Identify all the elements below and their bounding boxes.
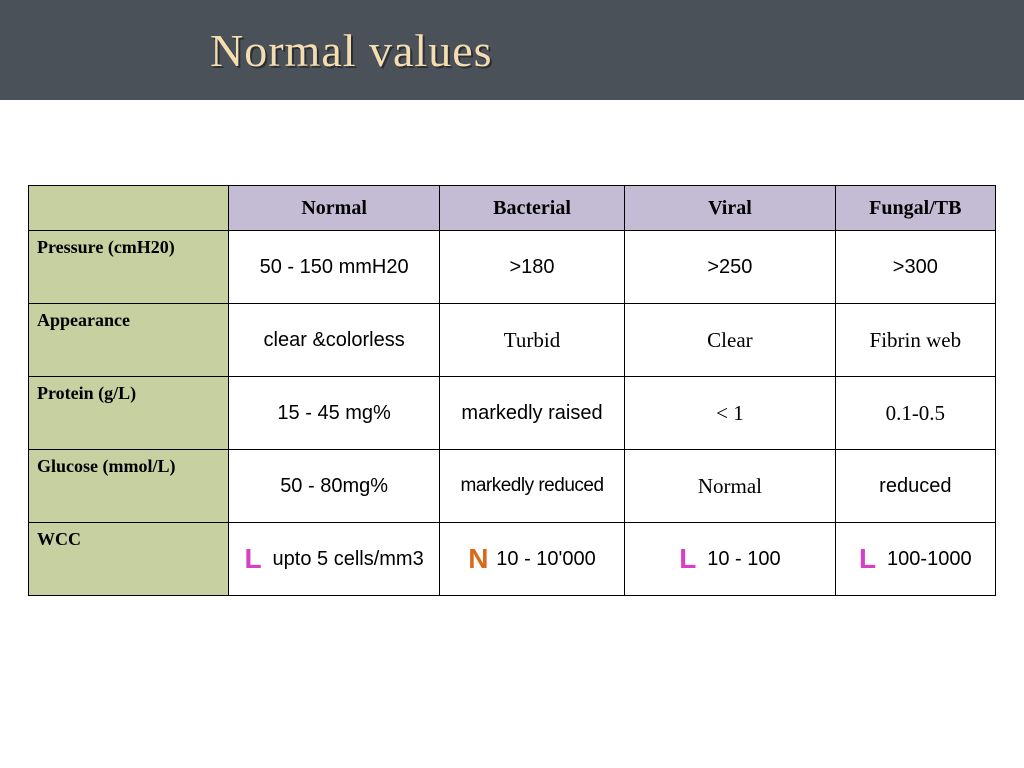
table-cell: L 10 - 100 — [625, 523, 835, 596]
cell-value: 10 - 100 — [707, 548, 780, 571]
col-header-normal: Normal — [229, 186, 439, 231]
cell-value: 10 - 10'000 — [496, 548, 595, 571]
table-cell: 0.1-0.5 — [835, 377, 995, 450]
cell-value: Fibrin web — [870, 328, 962, 353]
table-cell: Normal — [625, 450, 835, 523]
table-cell: Lupto 5 cells/mm3 — [229, 523, 439, 596]
cell-value: < 1 — [716, 401, 744, 426]
table-cell: markedly reduced — [439, 450, 624, 523]
table-cell: >250 — [625, 231, 835, 304]
table-cell: reduced — [835, 450, 995, 523]
table-cell: Fibrin web — [835, 304, 995, 377]
cell-value: 50 - 80mg% — [280, 475, 388, 498]
cell-value: Turbid — [504, 328, 560, 353]
table-cell: markedly raised — [439, 377, 624, 450]
col-header-fungal: Fungal/TB — [835, 186, 995, 231]
table-cell: >300 — [835, 231, 995, 304]
cell-value: Normal — [698, 474, 762, 499]
table-cell: Turbid — [439, 304, 624, 377]
table-cell: < 1 — [625, 377, 835, 450]
row-header: WCC — [29, 523, 229, 596]
cell-value: >180 — [509, 256, 554, 279]
col-header-viral: Viral — [625, 186, 835, 231]
table-row: Protein (g/L) 15 - 45 mg% markedly raised <… — [29, 377, 996, 450]
cell-marker: L — [245, 545, 267, 573]
table-container: Normal Bacterial Viral Fungal/TB Pressur… — [0, 100, 1024, 596]
page-title: Normal values — [210, 24, 493, 77]
table-cell: 15 - 45 mg% — [229, 377, 439, 450]
cell-marker: L — [679, 545, 701, 573]
col-header-bacterial: Bacterial — [439, 186, 624, 231]
table-row: Pressure (cmH20) 50 - 150 mmH20 >180 >250 >3… — [29, 231, 996, 304]
cell-value: >300 — [893, 256, 938, 279]
row-header: Pressure (cmH20) — [29, 231, 229, 304]
table-cell: clear &colorless — [229, 304, 439, 377]
cell-value: markedly raised — [461, 402, 602, 425]
cell-value: reduced — [879, 475, 951, 498]
table-corner-cell — [29, 186, 229, 231]
cell-value: >250 — [707, 256, 752, 279]
table-row: WCCLupto 5 cells/mm3N10 - 10'000L10 - 10… — [29, 523, 996, 596]
table-cell: 50 - 80mg% — [229, 450, 439, 523]
table-cell: Clear — [625, 304, 835, 377]
table-cell: L 100-1000 — [835, 523, 995, 596]
table-row: Appearance clear &colorless Turbid Clear Fib… — [29, 304, 996, 377]
table-body: Pressure (cmH20) 50 - 150 mmH20 >180 >250 >3… — [29, 231, 996, 596]
cell-marker: N — [468, 545, 490, 573]
cell-value: clear &colorless — [264, 329, 405, 352]
row-header: Glucose (mmol/L) — [29, 450, 229, 523]
cell-value: 50 - 150 mmH20 — [260, 256, 409, 279]
cell-value: 100-1000 — [887, 548, 972, 571]
row-header: Appearance — [29, 304, 229, 377]
table-cell: 50 - 150 mmH20 — [229, 231, 439, 304]
table-cell: >180 — [439, 231, 624, 304]
row-header: Protein (g/L) — [29, 377, 229, 450]
cell-value: markedly reduced — [461, 475, 604, 497]
cell-value: 0.1-0.5 — [886, 401, 946, 426]
title-bar: Normal values — [0, 0, 1024, 100]
cell-marker: L — [859, 545, 881, 573]
table-header-row: Normal Bacterial Viral Fungal/TB — [29, 186, 996, 231]
table-row: Glucose (mmol/L) 50 - 80mg% markedly reduc… — [29, 450, 996, 523]
table-cell: N 10 - 10'000 — [439, 523, 624, 596]
cell-value: 15 - 45 mg% — [277, 402, 390, 425]
cell-value: Clear — [707, 328, 752, 353]
cell-value: upto 5 cells/mm3 — [273, 548, 424, 571]
normal-values-table: Normal Bacterial Viral Fungal/TB Pressur… — [28, 185, 996, 596]
